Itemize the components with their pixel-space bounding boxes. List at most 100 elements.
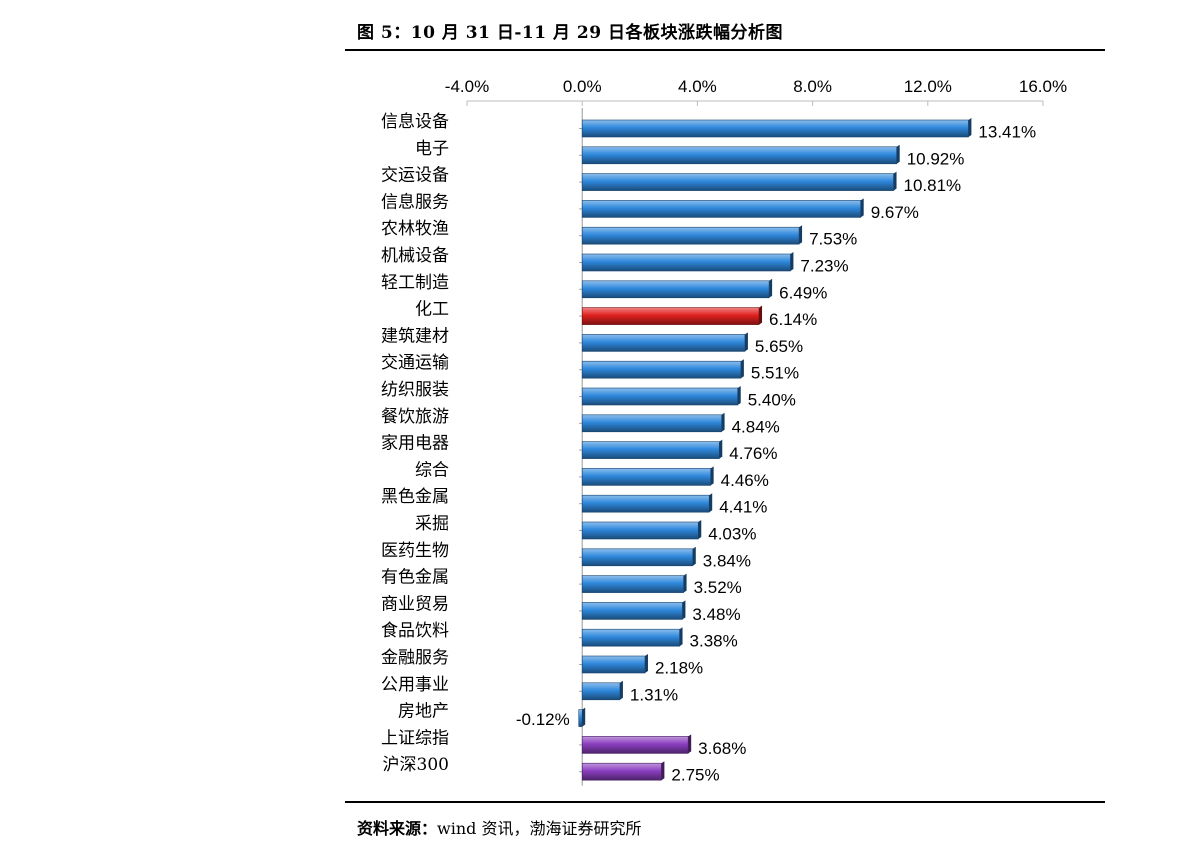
bar-value-label: 3.84% bbox=[703, 551, 751, 570]
category-label: 食品饮料 bbox=[381, 621, 449, 641]
bar bbox=[581, 468, 711, 486]
bar bbox=[581, 548, 694, 567]
bar-value-label: 4.46% bbox=[721, 471, 769, 490]
category-label: 轻工制造 bbox=[381, 273, 449, 293]
bar-side bbox=[740, 359, 744, 379]
category-label: 电子 bbox=[415, 139, 449, 159]
category-label: 有色金属 bbox=[381, 568, 449, 588]
bar bbox=[581, 575, 684, 593]
category-label: 交运设备 bbox=[381, 166, 449, 186]
bar bbox=[581, 494, 710, 513]
bar-side bbox=[860, 198, 864, 218]
bar-side bbox=[790, 252, 794, 271]
bar-side bbox=[582, 707, 586, 727]
bar-value-label: 5.40% bbox=[748, 391, 796, 410]
bar bbox=[581, 414, 722, 433]
category-label: 房地产 bbox=[398, 702, 449, 722]
bar-value-label: 3.52% bbox=[694, 578, 742, 597]
bar bbox=[581, 173, 894, 191]
bar bbox=[581, 360, 742, 379]
x-tick-label: 16.0% bbox=[1019, 77, 1067, 96]
category-label: 金融服务 bbox=[381, 648, 449, 668]
bar-value-label: 4.76% bbox=[729, 444, 777, 463]
bar-side bbox=[683, 573, 687, 593]
x-tick-label: 8.0% bbox=[793, 77, 832, 96]
bar-value-label: 4.41% bbox=[719, 498, 767, 517]
bar-side bbox=[682, 600, 686, 620]
top-rule bbox=[345, 49, 1105, 51]
bar bbox=[581, 253, 791, 272]
bar-side bbox=[893, 171, 897, 191]
bar-side bbox=[769, 278, 773, 298]
bar bbox=[581, 762, 662, 781]
bar-value-label: 13.41% bbox=[978, 123, 1036, 142]
source-label: 资料来源： bbox=[357, 819, 438, 838]
category-label: 家用电器 bbox=[381, 434, 449, 454]
bar bbox=[581, 628, 680, 647]
bar bbox=[581, 307, 760, 325]
bar-side bbox=[896, 144, 900, 164]
bar-side bbox=[619, 680, 623, 700]
source-text: wind 资讯，渤海证券研究所 bbox=[437, 819, 642, 838]
category-label: 交通运输 bbox=[381, 353, 449, 373]
category-label: 黑色金属 bbox=[381, 487, 449, 507]
category-label: 信息服务 bbox=[381, 192, 449, 212]
bar bbox=[581, 119, 969, 138]
category-label: 化工 bbox=[415, 300, 449, 320]
bar-side bbox=[719, 439, 723, 459]
bar-side bbox=[692, 546, 696, 566]
bar-value-label: 7.23% bbox=[800, 257, 848, 276]
bar-value-label: 2.75% bbox=[671, 766, 719, 785]
category-label: 餐饮旅游 bbox=[381, 407, 449, 427]
category-label: 商业贸易 bbox=[381, 594, 449, 614]
category-label: 信息设备 bbox=[381, 112, 449, 132]
bar-value-label: -0.12% bbox=[516, 710, 570, 729]
bar bbox=[581, 200, 861, 218]
bar bbox=[578, 709, 583, 727]
bar-side bbox=[661, 761, 665, 781]
category-label: 农林牧渔 bbox=[381, 219, 449, 239]
bar bbox=[581, 441, 720, 459]
bar-value-label: 3.68% bbox=[698, 739, 746, 758]
bar-value-label: 4.03% bbox=[708, 525, 756, 544]
category-label: 采掘 bbox=[415, 514, 449, 534]
bar-value-label: 7.53% bbox=[809, 230, 857, 249]
bar bbox=[581, 334, 746, 352]
bar-value-label: 4.84% bbox=[732, 417, 780, 436]
bar-value-label: 3.38% bbox=[690, 632, 738, 651]
bar-side bbox=[698, 520, 702, 539]
bar-value-label: 9.67% bbox=[871, 203, 919, 222]
bar bbox=[581, 682, 621, 701]
bar-value-label: 5.65% bbox=[755, 337, 803, 356]
category-label: 机械设备 bbox=[381, 246, 449, 266]
bar-side bbox=[710, 466, 714, 486]
x-tick-label: -4.0% bbox=[445, 77, 489, 96]
bar bbox=[581, 280, 770, 299]
x-tick-label: 12.0% bbox=[904, 77, 952, 96]
category-label: 沪深300 bbox=[383, 755, 449, 775]
bar-value-label: 6.14% bbox=[769, 310, 817, 329]
bar bbox=[581, 387, 739, 406]
bar bbox=[581, 226, 800, 245]
bar-series: 13.41% 10.92% 10.81% 9.67% 7.53% 7.23% 6.49% 6.… bbox=[516, 118, 1036, 785]
bar-value-label: 3.48% bbox=[692, 605, 740, 624]
x-tick-label: 4.0% bbox=[678, 77, 717, 96]
source-note: 资料来源：wind 资讯，渤海证券研究所 bbox=[357, 815, 641, 839]
bar-side bbox=[709, 493, 713, 513]
category-label: 上证综指 bbox=[381, 728, 449, 748]
figure-title: 图 5：10 月 31 日-11 月 29 日各板块涨跌幅分析图 bbox=[357, 23, 783, 43]
bar-side bbox=[744, 332, 748, 352]
x-tick-label: 0.0% bbox=[563, 77, 602, 96]
bar-side bbox=[759, 305, 763, 325]
bar bbox=[581, 736, 689, 754]
bar-value-label: 5.51% bbox=[751, 364, 799, 383]
bar-side bbox=[968, 118, 972, 137]
bar-side bbox=[688, 734, 692, 754]
bar-side bbox=[679, 627, 683, 647]
bar-value-label: 10.92% bbox=[907, 149, 965, 168]
bar-value-label: 6.49% bbox=[779, 283, 827, 302]
category-label: 公用事业 bbox=[381, 675, 449, 695]
category-labels: 信息设备电子交运设备信息服务农林牧渔机械设备轻工制造化工建筑建材交通运输纺织服装… bbox=[381, 112, 449, 775]
x-axis: -4.0% 0.0% 4.0% 8.0% 12.0% 16.0% bbox=[445, 77, 1067, 786]
